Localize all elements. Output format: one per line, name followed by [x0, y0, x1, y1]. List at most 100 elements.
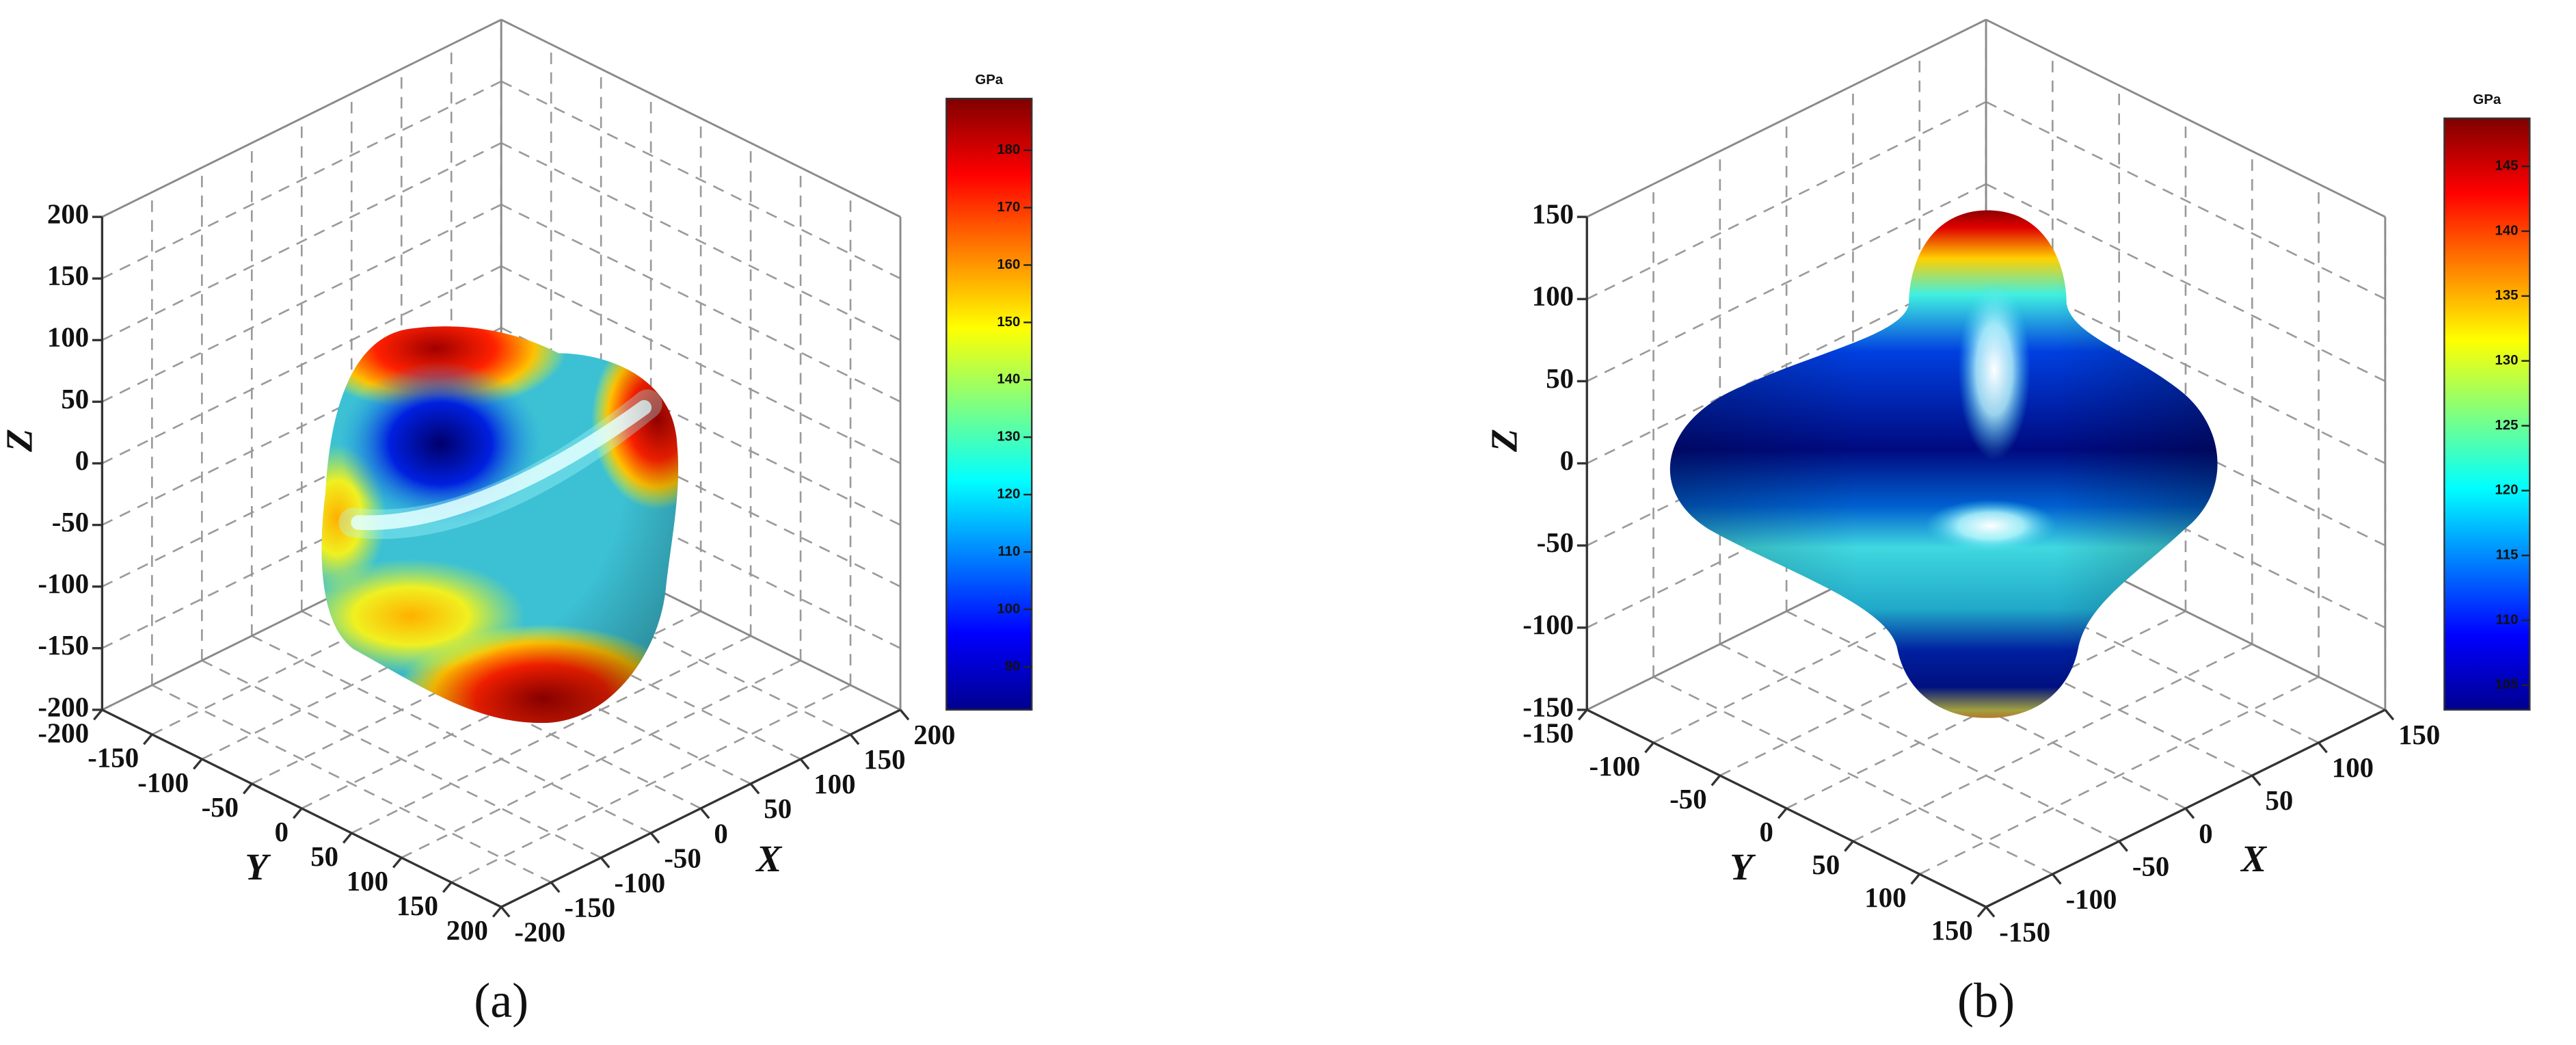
x-tick — [699, 807, 710, 819]
grid-line — [1919, 676, 2320, 875]
colorbar-tick-label: 135 — [2495, 288, 2518, 303]
z-tick-label: 50 — [1546, 363, 1574, 394]
colorbar-tick-label: 130 — [2495, 353, 2518, 368]
grid-line — [451, 684, 851, 884]
x-tick — [2384, 709, 2395, 721]
y-tick-label: 100 — [347, 866, 388, 897]
y-tick-label: -200 — [38, 718, 89, 749]
grid-line — [101, 203, 502, 403]
z-tick-label: -50 — [1537, 527, 1574, 558]
panel: -150 -100 -50 0 50 100 150 -150 -100 -50 0 50 100 150… — [1484, 18, 2531, 1028]
panel-label: (b) — [1957, 973, 2015, 1028]
colorbar-tick-label: 170 — [997, 200, 1020, 215]
colorbar-tick-label: 105 — [2495, 677, 2518, 692]
x-tick-label: -150 — [1999, 916, 2050, 947]
colorbar-tick-label: 125 — [2495, 418, 2518, 433]
colorbar-tick-label: 120 — [2495, 483, 2518, 498]
colorbar — [945, 97, 1033, 711]
x-tick — [899, 709, 910, 721]
surface — [321, 326, 679, 724]
grid-line — [1586, 101, 1987, 300]
grid-line — [151, 684, 552, 884]
x-tick-label: -200 — [514, 916, 565, 947]
z-tick-label: 150 — [47, 261, 89, 291]
x-tick-label: -150 — [564, 892, 615, 923]
x-tick — [550, 882, 561, 893]
z-tick-label: -150 — [38, 630, 89, 661]
y-tick-label: -100 — [137, 767, 189, 798]
x-tick-label: -50 — [664, 843, 701, 873]
x-tick — [600, 857, 611, 869]
y-tick-label: -150 — [88, 743, 139, 773]
grid-line — [351, 635, 751, 834]
x-tick — [2318, 741, 2328, 754]
surface-shade — [1669, 210, 2218, 718]
grid-line — [500, 203, 901, 403]
z-axis-label: Z — [1484, 429, 1525, 453]
grid-line — [1985, 429, 2386, 629]
y-tick — [342, 832, 353, 844]
y-tick — [1844, 841, 1854, 852]
z-tick-label: 0 — [1560, 445, 1574, 476]
grid-line — [401, 659, 801, 859]
grid-line — [101, 388, 502, 587]
x-tick — [2184, 807, 2195, 819]
x-tick — [649, 832, 660, 844]
colorbar-tick-label: 145 — [2495, 159, 2518, 174]
colorbar-tick-label: 180 — [997, 142, 1020, 157]
z-tick-label: -100 — [1522, 609, 1574, 640]
y-axis-label: Y — [1730, 846, 1756, 888]
grid-line — [500, 450, 901, 649]
box-edge — [101, 18, 502, 218]
grid-line — [101, 80, 502, 280]
y-tick-label: -100 — [1589, 751, 1640, 782]
grid-line — [101, 142, 502, 341]
x-tick-label: 0 — [2199, 818, 2212, 849]
y-tick — [1710, 774, 1721, 786]
box-edge — [1586, 18, 1987, 218]
y-tick — [492, 906, 502, 918]
y-tick-label: 50 — [1812, 849, 1840, 880]
y-tick-label: 100 — [1864, 882, 1906, 913]
grid-line — [1985, 183, 2386, 382]
y-tick-label: 150 — [397, 890, 438, 921]
grid-line — [101, 327, 502, 526]
grid-line — [1985, 265, 2386, 464]
y-tick — [1976, 906, 1987, 918]
colorbar-tick-label: 160 — [997, 257, 1020, 272]
z-tick-label: 0 — [75, 445, 89, 476]
y-tick-label: 0 — [1760, 817, 1773, 847]
y-tick — [1577, 709, 1588, 721]
panel: -200-150-100-50050100150200-200-150-100-… — [0, 18, 1033, 1028]
surface-highlight — [1925, 499, 2057, 553]
y-tick — [442, 882, 453, 893]
grid-line — [1985, 101, 2386, 300]
colorbar-label: GPa — [975, 72, 1003, 88]
panel-label: (a) — [474, 973, 528, 1028]
y-tick — [292, 807, 303, 819]
surface — [1669, 210, 2218, 718]
x-tick-label: 200 — [913, 719, 955, 750]
grid-line — [500, 327, 901, 526]
y-tick — [193, 758, 203, 770]
y-tick — [93, 709, 103, 721]
y-tick-label: 150 — [1931, 915, 1973, 946]
colorbar — [2443, 117, 2531, 711]
grid-line — [500, 142, 901, 341]
x-tick — [2251, 774, 2262, 786]
y-axis-label: Y — [245, 846, 271, 888]
y-tick — [392, 857, 403, 869]
y-tick-label: -150 — [1522, 718, 1574, 749]
x-tick — [849, 733, 860, 745]
x-tick-label: 100 — [2332, 752, 2374, 783]
colorbar-tick-label: 120 — [997, 487, 1020, 502]
z-tick-label: 200 — [47, 199, 89, 230]
z-tick-label: 100 — [1532, 281, 1574, 312]
grid-line — [101, 450, 502, 649]
x-tick — [500, 906, 511, 918]
colorbar-tick-label: 90 — [1005, 659, 1021, 674]
colorbar-tick-label: 150 — [997, 315, 1020, 330]
y-tick-label: 50 — [310, 841, 338, 872]
z-tick-label: 150 — [1532, 199, 1574, 230]
